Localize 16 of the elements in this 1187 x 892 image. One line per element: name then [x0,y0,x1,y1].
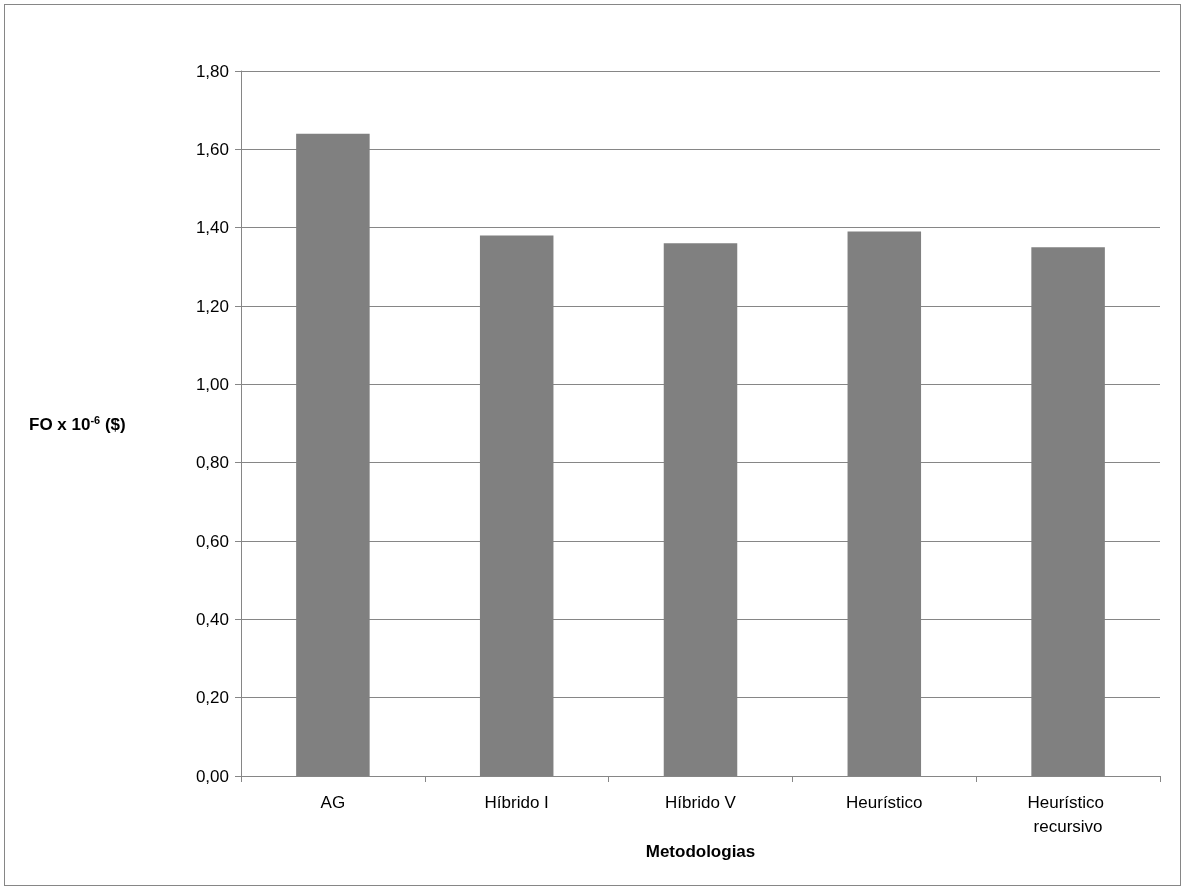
x-tick-label: Heurístico [846,792,923,812]
y-tick-label: 0,00 [195,766,229,786]
y-tick-label: 0,20 [195,688,229,708]
x-tick-label: Heurístico recursivo [1027,792,1109,836]
y-tick-label: 0,40 [195,609,229,629]
x-axis-title: Metodologias [645,841,756,861]
x-tick-label: Híbrido V [665,792,737,812]
y-tick-label: 1,80 [195,61,229,81]
y-tick-label: 0,80 [195,453,229,473]
y-tick-label: 1,00 [195,374,229,394]
y-tick-label: 0,60 [195,531,229,551]
y-tick-label: 1,60 [195,139,229,159]
x-tick-label: AG [320,792,346,812]
x-tick-label: Híbrido I [484,792,549,812]
y-tick-label: 1,20 [195,296,229,316]
y-tick-label: 1,40 [195,218,229,238]
